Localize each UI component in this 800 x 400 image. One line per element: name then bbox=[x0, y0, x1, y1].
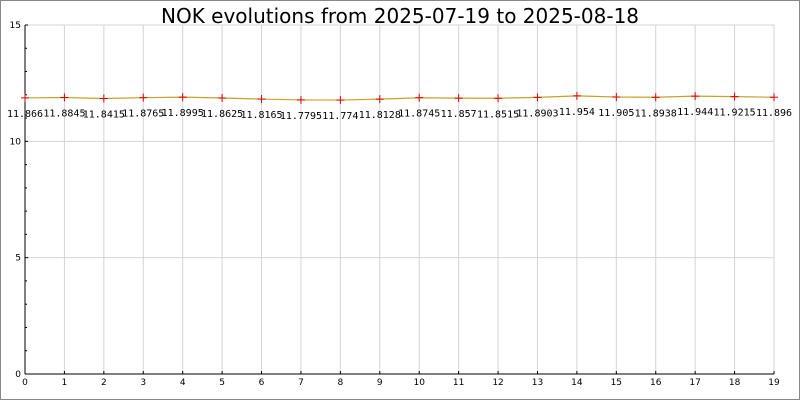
data-point-marker bbox=[770, 93, 778, 102]
x-tick-label: 4 bbox=[180, 378, 186, 388]
data-label: 11.954 bbox=[559, 107, 595, 118]
data-label: 11.905 bbox=[598, 108, 634, 119]
data-point-marker bbox=[296, 95, 305, 104]
x-tick-label: 8 bbox=[338, 378, 344, 388]
data-point-marker bbox=[336, 96, 345, 105]
data-point-marker bbox=[178, 93, 187, 102]
x-tick-label: 16 bbox=[650, 378, 662, 388]
data-point-marker bbox=[99, 94, 108, 103]
data-point-marker bbox=[454, 94, 463, 103]
x-tick-label: 6 bbox=[259, 378, 265, 388]
data-point-marker bbox=[257, 95, 266, 104]
x-tick-label: 17 bbox=[689, 378, 700, 388]
x-tick-label: 1 bbox=[62, 378, 68, 388]
x-tick-label: 12 bbox=[492, 378, 503, 388]
y-tick-label: 10 bbox=[10, 137, 22, 147]
data-label: 11.8128 bbox=[359, 110, 401, 121]
data-point-marker bbox=[415, 93, 424, 102]
series-layer bbox=[21, 91, 778, 105]
x-tick-label: 3 bbox=[140, 378, 146, 388]
data-point-marker bbox=[572, 91, 581, 100]
data-point-marker bbox=[533, 93, 542, 102]
y-tick-label: 5 bbox=[15, 254, 21, 264]
data-label: 11.8415 bbox=[83, 109, 125, 120]
x-tick-label: 10 bbox=[413, 378, 425, 388]
x-tick-label: 9 bbox=[377, 378, 383, 388]
x-tick-label: 11 bbox=[453, 378, 464, 388]
data-label: 11.8995 bbox=[162, 108, 204, 119]
data-point-marker bbox=[375, 95, 384, 104]
data-label: 11.944 bbox=[677, 107, 713, 118]
x-tick-label: 15 bbox=[611, 378, 622, 388]
data-point-marker bbox=[21, 93, 29, 102]
y-tick-label: 0 bbox=[15, 370, 21, 380]
data-label: 11.7795 bbox=[280, 111, 322, 122]
data-label: 11.8625 bbox=[201, 109, 243, 120]
data-point-marker bbox=[139, 93, 148, 102]
x-tick-label: 19 bbox=[768, 378, 780, 388]
data-label: 11.866 bbox=[7, 109, 43, 120]
data-point-marker bbox=[494, 94, 503, 103]
x-tick-label: 7 bbox=[298, 378, 304, 388]
data-label: 11.774 bbox=[322, 111, 358, 122]
x-tick-label: 0 bbox=[22, 378, 28, 388]
data-point-marker bbox=[691, 92, 700, 101]
data-label: 11.8765 bbox=[122, 109, 164, 120]
data-label: 11.8903 bbox=[516, 108, 558, 119]
data-point-marker bbox=[730, 92, 739, 101]
data-label: 11.9215 bbox=[714, 108, 756, 119]
data-label: 11.857 bbox=[441, 109, 477, 120]
data-point-marker bbox=[612, 93, 621, 102]
x-tick-label: 13 bbox=[532, 378, 543, 388]
data-label: 11.8165 bbox=[240, 110, 282, 121]
data-label: 11.8845 bbox=[43, 108, 85, 119]
data-label: 11.8515 bbox=[477, 109, 519, 120]
data-point-marker bbox=[651, 93, 660, 102]
data-labels: 11.866 11.884511.841511.876511.899511.862… bbox=[7, 107, 792, 122]
series-line bbox=[24, 95, 775, 101]
data-point-marker bbox=[218, 93, 227, 102]
data-label: 11.8938 bbox=[635, 108, 677, 119]
x-tick-label: 5 bbox=[219, 378, 225, 388]
x-tick-label: 2 bbox=[101, 378, 107, 388]
data-label: 11.896 bbox=[756, 108, 792, 119]
y-tick-label: 15 bbox=[10, 21, 21, 31]
data-label: 11.8745 bbox=[398, 109, 440, 120]
x-tick-label: 18 bbox=[729, 378, 741, 388]
x-tick-label: 14 bbox=[571, 378, 583, 388]
data-point-marker bbox=[60, 93, 69, 102]
chart-title: NOK evolutions from 2025-07-19 to 2025-0… bbox=[161, 4, 639, 28]
